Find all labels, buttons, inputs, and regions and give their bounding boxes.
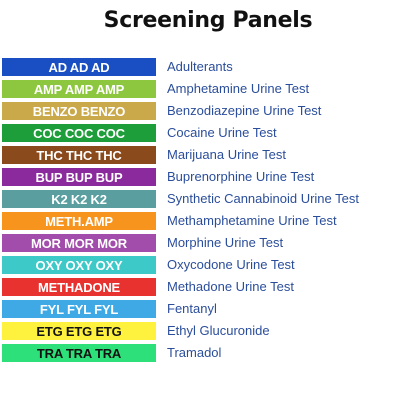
- panel-row: OXY OXY OXY Oxycodone Urine Test: [0, 254, 416, 276]
- panel-list: AD AD AD Adulterants AMP AMP AMP Ampheta…: [0, 56, 416, 364]
- panel-row: AMP AMP AMP Amphetamine Urine Test: [0, 78, 416, 100]
- panel-row: AD AD AD Adulterants: [0, 56, 416, 78]
- panel-name: Marijuana Urine Test: [167, 147, 286, 162]
- page-title: Screening Panels: [103, 8, 313, 33]
- panel-row: K2 K2 K2 Synthetic Cannabinoid Urine Tes…: [0, 188, 416, 210]
- panel-row: METHADONE Methadone Urine Test: [0, 276, 416, 298]
- panel-code-bar: AMP AMP AMP: [2, 80, 156, 98]
- panel-name: Fentanyl: [167, 301, 217, 316]
- panel-code-bar: OXY OXY OXY: [2, 256, 156, 274]
- panel-code-bar: ETG ETG ETG: [2, 322, 156, 340]
- panel-row: ETG ETG ETG Ethyl Glucuronide: [0, 320, 416, 342]
- panel-name: Buprenorphine Urine Test: [167, 169, 315, 184]
- panel-name: Morphine Urine Test: [167, 235, 284, 250]
- panel-code-bar: BENZO BENZO: [2, 102, 156, 120]
- panel-name: Synthetic Cannabinoid Urine Test: [167, 191, 359, 206]
- panel-name: Benzodiazepine Urine Test: [167, 103, 322, 118]
- panel-name: Cocaine Urine Test: [167, 125, 277, 140]
- panel-code-bar: TRA TRA TRA: [2, 344, 156, 362]
- panel-code-bar: BUP BUP BUP: [2, 168, 156, 186]
- panel-name: Methadone Urine Test: [167, 279, 294, 294]
- panel-code-bar: MOR MOR MOR: [2, 234, 156, 252]
- panel-code-bar: METHADONE: [2, 278, 156, 296]
- panel-row: BENZO BENZO Benzodiazepine Urine Test: [0, 100, 416, 122]
- panel-name: Amphetamine Urine Test: [167, 81, 310, 96]
- panel-row: THC THC THC Marijuana Urine Test: [0, 144, 416, 166]
- panel-row: BUP BUP BUP Buprenorphine Urine Test: [0, 166, 416, 188]
- panel-row: COC COC COC Cocaine Urine Test: [0, 122, 416, 144]
- panel-row: METH.AMP Methamphetamine Urine Test: [0, 210, 416, 232]
- panel-name: Ethyl Glucuronide: [167, 323, 270, 338]
- panel-row: TRA TRA TRA Tramadol: [0, 342, 416, 364]
- panel-code-bar: COC COC COC: [2, 124, 156, 142]
- panel-code-bar: AD AD AD: [2, 58, 156, 76]
- panel-name: Oxycodone Urine Test: [167, 257, 295, 272]
- panel-name: Adulterants: [167, 59, 233, 74]
- panel-code-bar: THC THC THC: [2, 146, 156, 164]
- panel-code-bar: FYL FYL FYL: [2, 300, 156, 318]
- panel-row: FYL FYL FYL Fentanyl: [0, 298, 416, 320]
- panel-code-bar: K2 K2 K2: [2, 190, 156, 208]
- panel-name: Tramadol: [167, 345, 222, 360]
- panel-row: MOR MOR MOR Morphine Urine Test: [0, 232, 416, 254]
- panel-code-bar: METH.AMP: [2, 212, 156, 230]
- panel-name: Methamphetamine Urine Test: [167, 213, 337, 228]
